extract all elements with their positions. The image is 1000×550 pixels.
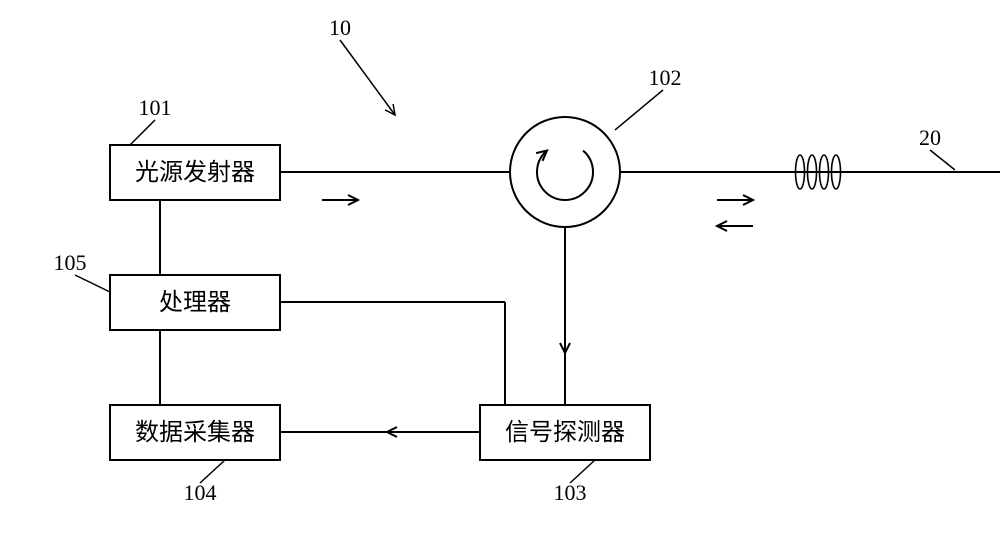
leader-line [930,150,955,170]
ref_101: 101 [139,95,172,120]
leader-line [340,40,395,115]
ref_102: 102 [649,65,682,90]
leader-line [130,120,155,145]
ref_10: 10 [329,15,351,40]
ref_103: 103 [554,480,587,505]
leader-line [75,275,110,292]
processor-label: 处理器 [159,289,231,316]
signal_detector-label: 信号探测器 [505,419,625,446]
leader-line [615,90,663,130]
circulator-circle [510,117,620,227]
ref_105: 105 [54,250,87,275]
ref_104: 104 [184,480,217,505]
ref_20: 20 [919,125,941,150]
light_source-label: 光源发射器 [135,159,255,186]
data_collector-label: 数据采集器 [135,419,255,446]
circulator-arc [537,151,593,200]
